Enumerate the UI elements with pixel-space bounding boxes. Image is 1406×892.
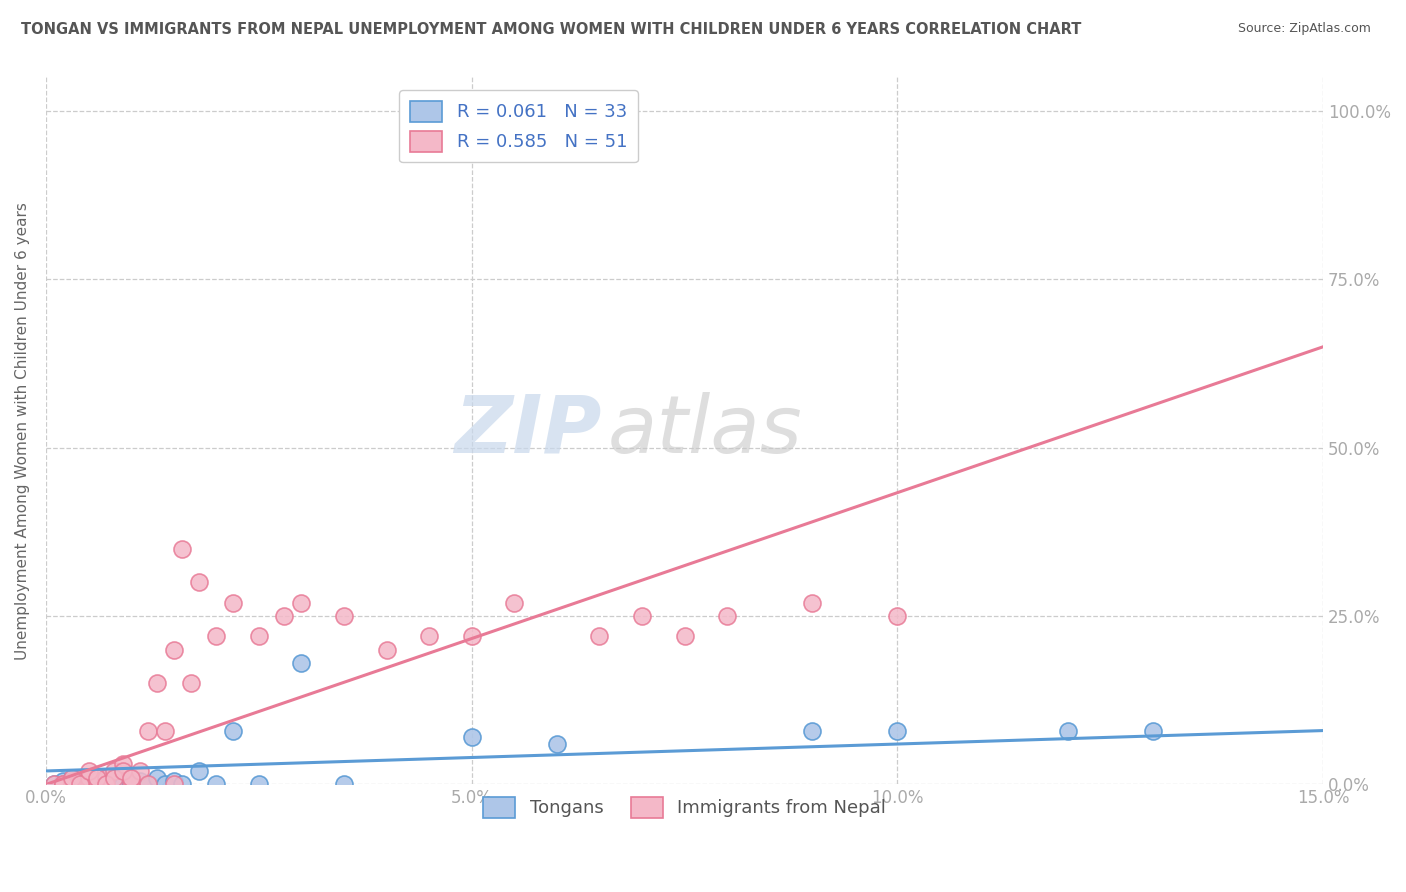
Point [44,777,66,791]
Point [145,771,167,785]
Point [94,771,117,785]
Point [103,774,125,789]
Y-axis label: Unemployment Among Women with Children Under 6 years: Unemployment Among Women with Children U… [15,202,30,660]
Point [111,777,134,791]
Point [120,771,142,785]
Point [69,774,91,789]
Point [460,731,482,745]
Point [94,771,117,785]
Text: ZIP: ZIP [454,392,602,470]
Point [333,609,356,624]
Point [44,777,66,791]
Point [180,676,202,690]
Point [333,777,356,791]
Point [188,575,211,590]
Point [94,777,117,791]
Point [273,609,295,624]
Point [77,771,100,785]
Point [111,764,134,778]
Point [120,771,142,785]
Point [163,774,186,789]
Point [673,629,696,643]
Point [247,777,270,791]
Point [69,777,91,791]
Point [94,777,117,791]
Text: Source: ZipAtlas.com: Source: ZipAtlas.com [1237,22,1371,36]
Point [375,642,398,657]
Point [153,777,176,791]
Point [60,774,83,789]
Text: atlas: atlas [607,392,803,470]
Point [205,629,228,643]
Point [128,774,150,789]
Point [103,764,125,778]
Point [247,629,270,643]
Point [631,609,654,624]
Point [205,777,228,791]
Point [136,723,159,738]
Point [136,777,159,791]
Point [222,596,245,610]
Point [801,596,824,610]
Point [69,774,91,789]
Point [120,777,142,791]
Point [801,723,824,738]
Point [128,764,150,778]
Legend: Tongans, Immigrants from Nepal: Tongans, Immigrants from Nepal [475,789,894,825]
Point [546,104,568,119]
Text: TONGAN VS IMMIGRANTS FROM NEPAL UNEMPLOYMENT AMONG WOMEN WITH CHILDREN UNDER 6 Y: TONGAN VS IMMIGRANTS FROM NEPAL UNEMPLOY… [21,22,1081,37]
Point [86,774,108,789]
Point [188,764,211,778]
Point [60,777,83,791]
Point [52,774,75,789]
Point [163,777,186,791]
Point [172,777,194,791]
Point [886,609,908,624]
Point [1142,723,1164,738]
Point [546,737,568,751]
Point [60,771,83,785]
Point [77,764,100,778]
Point [103,771,125,785]
Point [588,629,610,643]
Point [52,777,75,791]
Point [120,771,142,785]
Point [111,757,134,772]
Point [52,777,75,791]
Point [136,777,159,791]
Point [145,676,167,690]
Point [290,596,312,610]
Point [163,642,186,657]
Point [69,771,91,785]
Point [503,596,526,610]
Point [94,777,117,791]
Point [290,657,312,671]
Point [77,777,100,791]
Point [120,777,142,791]
Point [716,609,738,624]
Point [60,771,83,785]
Point [222,723,245,738]
Point [69,777,91,791]
Point [77,771,100,785]
Point [153,723,176,738]
Point [460,629,482,643]
Point [418,629,440,643]
Point [86,771,108,785]
Point [60,777,83,791]
Point [86,774,108,789]
Point [886,723,908,738]
Point [77,777,100,791]
Point [1056,723,1078,738]
Point [172,541,194,556]
